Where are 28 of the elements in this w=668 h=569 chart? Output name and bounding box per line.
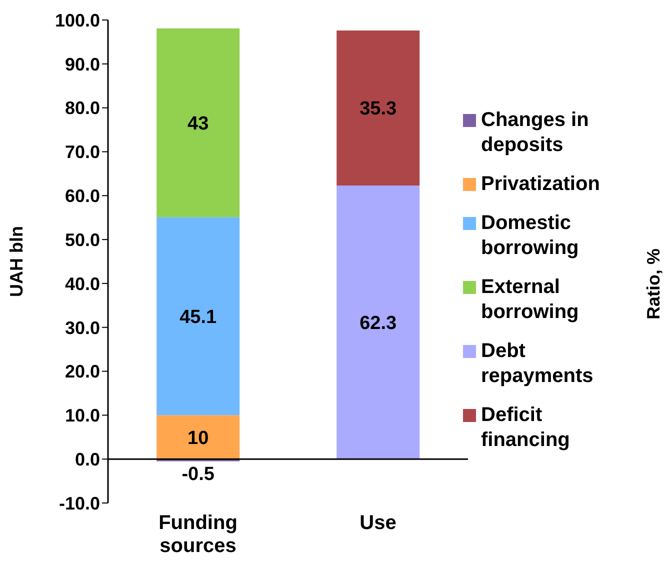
- y-tick-label: 50.0: [64, 230, 100, 250]
- y-tick-label: 60.0: [64, 186, 100, 206]
- legend-label: External borrowing: [481, 275, 580, 325]
- text: Ratio, %: [644, 248, 664, 320]
- legend-label: Domestic borrowing: [481, 211, 580, 261]
- legend-label: Changes in deposits: [481, 108, 590, 158]
- legend-label: Privatization: [481, 172, 600, 197]
- data-label: 35.3: [360, 98, 397, 120]
- y-tick-label: 80.0: [64, 98, 100, 118]
- data-label: 62.3: [360, 312, 397, 334]
- y-tick-label: 40.0: [64, 274, 100, 294]
- y-tick-label: 0.0: [74, 449, 100, 470]
- x-tick-label: Funding sources: [158, 512, 238, 557]
- data-label: 10: [188, 428, 209, 449]
- data-label: -0.5: [182, 464, 215, 485]
- y-tick-label: 100.0: [54, 10, 100, 30]
- y-tick-label: 20.0: [64, 362, 100, 382]
- y-tick-label: 30.0: [64, 318, 100, 338]
- data-label: 45.1: [180, 306, 218, 328]
- data-label: 43: [188, 113, 209, 134]
- y-tick-label: 10.0: [64, 406, 100, 426]
- y-tick-label: 70.0: [64, 142, 100, 162]
- legend-label: Debt repayments: [481, 339, 594, 389]
- y-axis-title: UAH bln: [6, 226, 26, 297]
- y-tick-label: 90.0: [64, 54, 100, 74]
- legend-label: Deficit financing: [481, 403, 571, 453]
- y-tick-label: -10.0: [58, 493, 100, 514]
- x-tick-label: Use: [360, 512, 396, 534]
